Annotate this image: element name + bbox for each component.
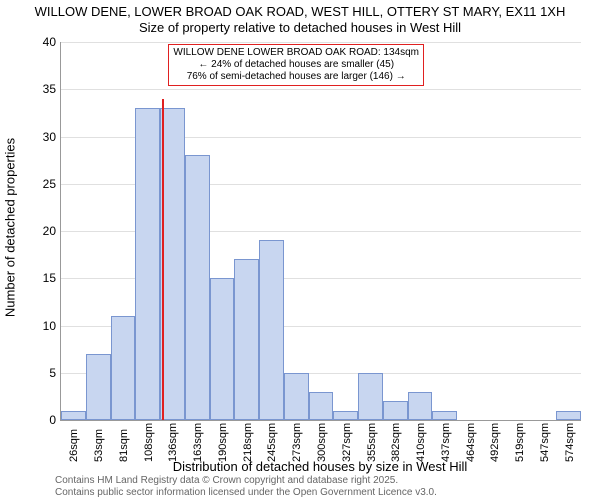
- x-tick-label: 547sqm: [539, 423, 551, 462]
- histogram-bar: [432, 411, 457, 420]
- x-tick-label: 464sqm: [465, 423, 477, 462]
- y-tick-label: 25: [34, 177, 56, 191]
- chart-title-line1: WILLOW DENE, LOWER BROAD OAK ROAD, WEST …: [0, 4, 600, 19]
- y-tick-label: 40: [34, 35, 56, 49]
- x-tick-label: 410sqm: [415, 423, 427, 462]
- x-tick-label: 26sqm: [68, 429, 80, 462]
- x-tick-label: 53sqm: [93, 429, 105, 462]
- x-tick-label: 190sqm: [217, 423, 229, 462]
- histogram-bar: [556, 411, 581, 420]
- x-tick-label: 300sqm: [316, 423, 328, 462]
- callout-box: WILLOW DENE LOWER BROAD OAK ROAD: 134sqm…: [168, 44, 424, 86]
- chart-title-line2: Size of property relative to detached ho…: [0, 20, 600, 35]
- histogram-bar: [86, 354, 111, 420]
- y-tick-label: 15: [34, 271, 56, 285]
- x-tick-label: 355sqm: [366, 423, 378, 462]
- callout-line3: 76% of semi-detached houses are larger (…: [173, 71, 419, 83]
- callout-line1: WILLOW DENE LOWER BROAD OAK ROAD: 134sqm: [173, 47, 419, 59]
- histogram-bar: [185, 155, 210, 420]
- y-tick-label: 10: [34, 319, 56, 333]
- y-tick-label: 35: [34, 82, 56, 96]
- x-tick-label: 437sqm: [440, 423, 452, 462]
- histogram-bar: [284, 373, 309, 420]
- histogram-bar: [259, 240, 284, 420]
- footer-line1: Contains HM Land Registry data © Crown c…: [55, 475, 595, 487]
- x-tick-label: 136sqm: [167, 423, 179, 462]
- histogram-bar: [333, 411, 358, 420]
- histogram-bar: [135, 108, 160, 420]
- histogram-bar: [408, 392, 433, 420]
- histogram-bar: [309, 392, 334, 420]
- histogram-bar: [111, 316, 136, 420]
- plot-area: WILLOW DENE LOWER BROAD OAK ROAD: 134sqm…: [60, 42, 581, 421]
- x-tick-label: 245sqm: [266, 423, 278, 462]
- gridline: [61, 89, 581, 90]
- x-tick-label: 81sqm: [118, 429, 130, 462]
- histogram-bar: [383, 401, 408, 420]
- y-tick-label: 30: [34, 130, 56, 144]
- x-tick-label: 327sqm: [341, 423, 353, 462]
- x-tick-label: 108sqm: [143, 423, 155, 462]
- x-tick-label: 382sqm: [390, 423, 402, 462]
- y-tick-label: 0: [34, 413, 56, 427]
- y-tick-label: 5: [34, 366, 56, 380]
- marker-line: [162, 99, 164, 420]
- x-tick-label: 492sqm: [489, 423, 501, 462]
- x-tick-label: 218sqm: [242, 423, 254, 462]
- callout-line2: ← 24% of detached houses are smaller (45…: [173, 59, 419, 71]
- footer-text: Contains HM Land Registry data © Crown c…: [55, 475, 595, 498]
- histogram-bar: [234, 259, 259, 420]
- histogram-bar: [61, 411, 86, 420]
- x-tick-label: 273sqm: [291, 423, 303, 462]
- chart-container: WILLOW DENE, LOWER BROAD OAK ROAD, WEST …: [0, 0, 600, 500]
- y-axis-label: Number of detached properties: [3, 108, 18, 348]
- footer-line2: Contains public sector information licen…: [55, 487, 595, 499]
- gridline: [61, 42, 581, 43]
- y-tick-label: 20: [34, 224, 56, 238]
- x-tick-label: 163sqm: [192, 423, 204, 462]
- histogram-bar: [358, 373, 383, 420]
- histogram-bar: [210, 278, 235, 420]
- x-tick-label: 519sqm: [514, 423, 526, 462]
- x-tick-label: 574sqm: [564, 423, 576, 462]
